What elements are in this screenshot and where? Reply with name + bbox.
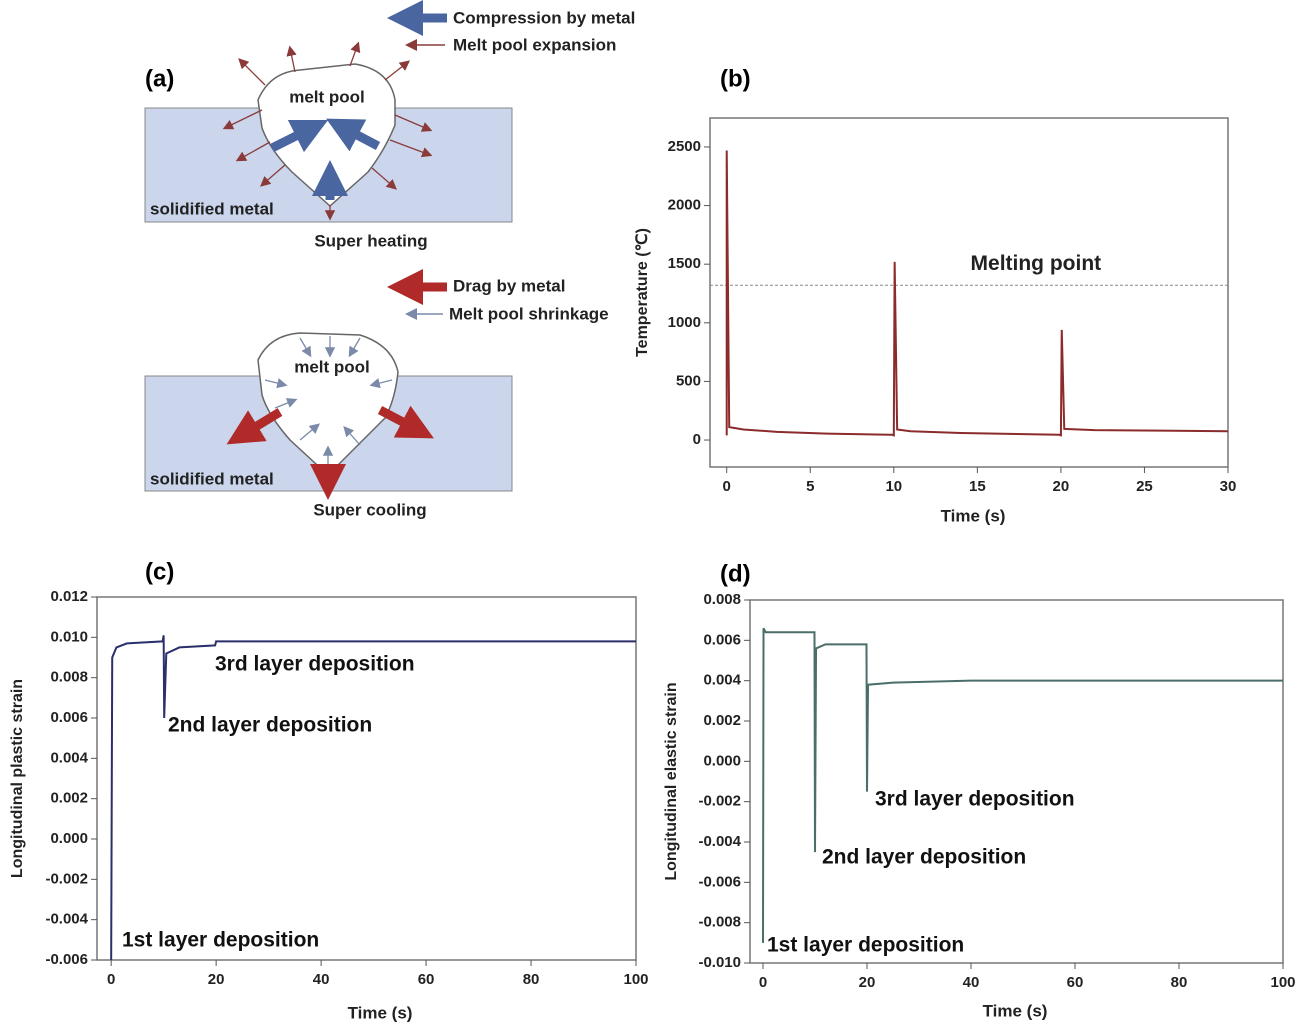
x-tick-label: 20: [859, 974, 876, 991]
y-axis-label: Temperature (℃): [634, 228, 651, 357]
y-tick-label: -0.002: [698, 793, 741, 810]
y-axis-label: Longitudinal elastic strain: [663, 682, 680, 880]
shrinkage-arrows: [264, 336, 393, 468]
y-axis-label: Longitudinal plastic strain: [9, 679, 26, 878]
drag-arrows: [226, 405, 434, 500]
x-axis-label: Time (s): [983, 1001, 1048, 1020]
plot-frame: [96, 596, 637, 961]
y-tick-label: 0.008: [703, 591, 741, 608]
x-tick-label: 5: [806, 478, 814, 495]
y-tick-label: 2500: [668, 138, 701, 155]
x-tick-label: 25: [1136, 478, 1153, 495]
x-tick-label: 60: [418, 971, 435, 988]
y-tick-label: -0.008: [698, 914, 741, 931]
x-tick-label: 40: [313, 971, 330, 988]
pool-label: melt pool: [289, 87, 365, 106]
annotation: 1st layer deposition: [767, 934, 964, 957]
caption: Super heating: [314, 231, 427, 250]
annotation: 2nd layer deposition: [822, 846, 1026, 869]
y-tick-label: 0.004: [703, 672, 741, 689]
y-tick-label: 0: [693, 431, 701, 448]
data-line: [110, 635, 636, 961]
x-tick-label: 0: [107, 971, 115, 988]
y-tick-label: -0.010: [698, 954, 741, 971]
compression-arrows: [269, 118, 381, 200]
annotation: 1st layer deposition: [122, 929, 319, 952]
data-line: [762, 627, 1283, 943]
y-tick-label: -0.004: [698, 833, 741, 850]
data-line: [725, 150, 1229, 437]
chart: 0 500 1000 1500 2000 2500 0 5 10 15 20 25 30 Melting …: [634, 65, 1236, 525]
x-tick-label: 20: [208, 971, 225, 988]
y-tick-label: 500: [676, 372, 701, 389]
x-tick-label: 100: [623, 971, 648, 988]
y-tick-label: -0.002: [45, 870, 88, 887]
y-tick-label: 0.012: [50, 588, 88, 605]
reference-label: Melting point: [971, 252, 1102, 275]
y-tick-label: 0.000: [50, 830, 88, 847]
y-tick-label: 2000: [668, 197, 701, 214]
x-tick-label: 20: [1053, 478, 1070, 495]
chart: -0.006 -0.004 -0.002 0.000 0.002 0.004 0.006 0.…: [9, 558, 648, 1022]
panel-label: (b): [720, 65, 751, 92]
y-tick-label: 0.000: [703, 752, 741, 769]
y-tick-label: 0.006: [703, 631, 741, 648]
plot-frame: [749, 599, 1284, 964]
x-tick-label: 100: [1270, 974, 1295, 991]
y-tick-label: -0.004: [45, 911, 88, 928]
x-tick-label: 80: [523, 971, 540, 988]
metal-label: solidified metal: [150, 469, 274, 488]
x-tick-label: 30: [1220, 478, 1237, 495]
legend-text: Melt pool expansion: [453, 35, 616, 54]
x-axis-label: Time (s): [348, 1003, 413, 1022]
x-tick-label: 0: [723, 478, 731, 495]
panel-label: (c): [145, 558, 174, 585]
y-tick-label: 0.006: [50, 709, 88, 726]
y-tick-label: 0.002: [50, 790, 88, 807]
y-tick-label: 1000: [668, 314, 701, 331]
legend-text: Melt pool shrinkage: [449, 304, 609, 323]
diagram-a: (a) Compression by metal Melt pool expan…: [144, 0, 635, 519]
pool-label: melt pool: [294, 357, 370, 376]
y-tick-label: 1500: [668, 255, 701, 272]
expansion-arrows: [222, 41, 433, 221]
x-tick-label: 15: [969, 478, 986, 495]
y-tick-label: 0.010: [50, 628, 88, 645]
y-tick-label: 0.004: [50, 749, 88, 766]
melt-pool: [257, 332, 399, 477]
x-tick-label: 10: [885, 478, 902, 495]
y-tick-label: 0.002: [703, 712, 741, 729]
plot-frame: [709, 117, 1229, 468]
x-tick-label: 40: [963, 974, 980, 991]
chart: -0.010 -0.008 -0.006 -0.004 -0.002 0.000 0.002…: [663, 560, 1295, 1020]
annotation: 2nd layer deposition: [168, 714, 372, 737]
y-tick-label: -0.006: [45, 951, 88, 968]
y-tick-label: -0.006: [698, 873, 741, 890]
x-tick-label: 80: [1171, 974, 1188, 991]
x-tick-label: 60: [1067, 974, 1084, 991]
metal-label: solidified metal: [150, 199, 274, 218]
x-axis-label: Time (s): [941, 506, 1006, 525]
legend-text: Compression by metal: [453, 8, 635, 27]
x-tick-label: 0: [759, 974, 767, 991]
annotation: 3rd layer deposition: [875, 788, 1075, 811]
legend-text: Drag by metal: [453, 276, 565, 295]
panel-label: (a): [145, 65, 174, 92]
y-tick-label: 0.008: [50, 669, 88, 686]
annotation: 3rd layer deposition: [215, 653, 415, 676]
panel-label: (d): [720, 560, 751, 587]
caption: Super cooling: [313, 500, 426, 519]
